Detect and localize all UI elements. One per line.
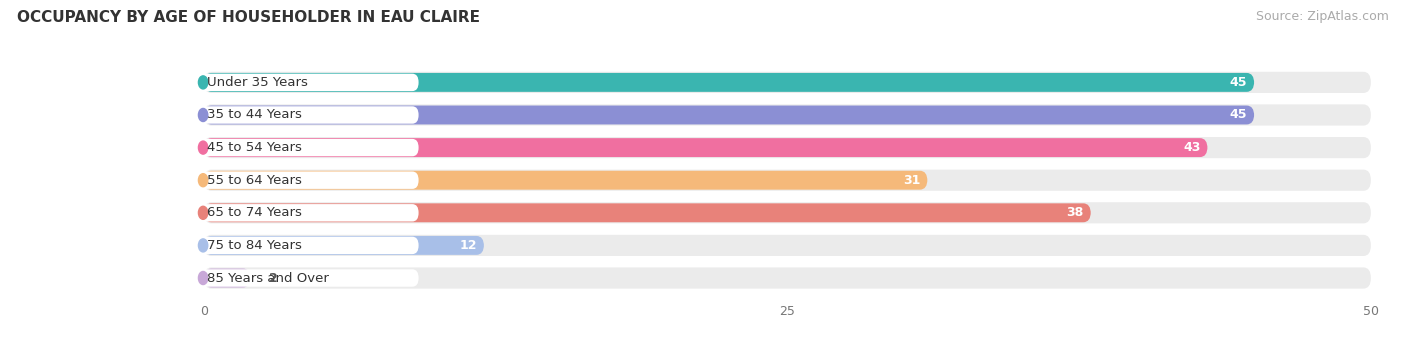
FancyBboxPatch shape bbox=[204, 235, 1371, 256]
FancyBboxPatch shape bbox=[197, 171, 419, 189]
Text: 43: 43 bbox=[1182, 141, 1201, 154]
Text: Under 35 Years: Under 35 Years bbox=[208, 76, 308, 89]
FancyBboxPatch shape bbox=[204, 171, 928, 190]
Circle shape bbox=[198, 108, 208, 121]
FancyBboxPatch shape bbox=[204, 72, 1371, 93]
FancyBboxPatch shape bbox=[204, 73, 1254, 92]
Text: 31: 31 bbox=[903, 174, 921, 187]
Circle shape bbox=[198, 76, 208, 89]
FancyBboxPatch shape bbox=[204, 170, 1371, 191]
Text: 55 to 64 Years: 55 to 64 Years bbox=[208, 174, 302, 187]
Text: OCCUPANCY BY AGE OF HOUSEHOLDER IN EAU CLAIRE: OCCUPANCY BY AGE OF HOUSEHOLDER IN EAU C… bbox=[17, 10, 479, 25]
Text: 85 Years and Over: 85 Years and Over bbox=[208, 272, 329, 285]
FancyBboxPatch shape bbox=[197, 204, 419, 221]
FancyBboxPatch shape bbox=[204, 104, 1371, 125]
FancyBboxPatch shape bbox=[204, 105, 1254, 124]
FancyBboxPatch shape bbox=[204, 236, 484, 255]
Text: 65 to 74 Years: 65 to 74 Years bbox=[208, 206, 302, 219]
FancyBboxPatch shape bbox=[197, 237, 419, 254]
FancyBboxPatch shape bbox=[197, 74, 419, 91]
Text: 12: 12 bbox=[460, 239, 477, 252]
Circle shape bbox=[198, 174, 208, 187]
Circle shape bbox=[198, 239, 208, 252]
FancyBboxPatch shape bbox=[204, 202, 1371, 223]
Text: 38: 38 bbox=[1067, 206, 1084, 219]
Circle shape bbox=[198, 206, 208, 219]
FancyBboxPatch shape bbox=[197, 269, 419, 287]
Circle shape bbox=[198, 141, 208, 154]
FancyBboxPatch shape bbox=[204, 268, 1371, 289]
Text: 35 to 44 Years: 35 to 44 Years bbox=[208, 108, 302, 121]
Text: 45: 45 bbox=[1230, 108, 1247, 121]
Text: 2: 2 bbox=[269, 272, 278, 285]
Text: 45: 45 bbox=[1230, 76, 1247, 89]
FancyBboxPatch shape bbox=[197, 106, 419, 124]
FancyBboxPatch shape bbox=[204, 137, 1371, 158]
FancyBboxPatch shape bbox=[204, 203, 1091, 222]
FancyBboxPatch shape bbox=[204, 138, 1208, 157]
FancyBboxPatch shape bbox=[204, 269, 250, 287]
Circle shape bbox=[198, 271, 208, 285]
Text: 45 to 54 Years: 45 to 54 Years bbox=[208, 141, 302, 154]
Text: Source: ZipAtlas.com: Source: ZipAtlas.com bbox=[1256, 10, 1389, 23]
Text: 75 to 84 Years: 75 to 84 Years bbox=[208, 239, 302, 252]
FancyBboxPatch shape bbox=[197, 139, 419, 156]
